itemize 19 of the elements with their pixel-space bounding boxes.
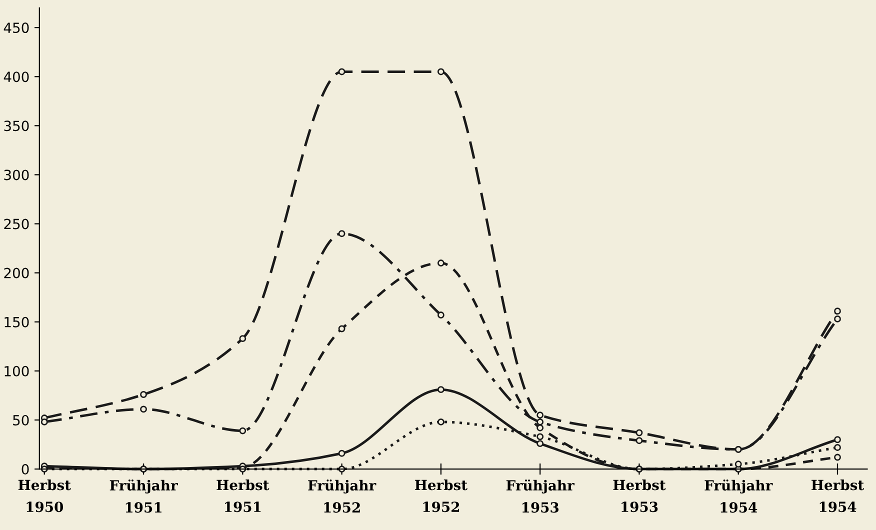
x-tick-label: Herbst 1951 [216, 479, 270, 512]
y-tick-label: 350 [4, 120, 29, 132]
y-tick-label: 450 [4, 22, 29, 34]
x-tick-label: Herbst 1950 [18, 479, 71, 512]
y-tick-label: 100 [4, 366, 29, 376]
x-tick-label: Herbst 1954 [812, 479, 864, 512]
y-tick-label: 50 [13, 414, 29, 426]
x-tick-label: Herbst 1953 [613, 479, 666, 512]
y-tick-label: 250 [4, 218, 29, 230]
y-tick-label: 0 [22, 464, 29, 475]
x-tick-label: Frühjahr 1951 [110, 479, 178, 513]
x-tick-label: Herbst 1952 [414, 479, 468, 512]
y-tick-label: 300 [4, 170, 29, 180]
x-tick-label: Frühjahr 1954 [704, 479, 773, 513]
y-tick-label: 150 [4, 316, 29, 328]
x-tick-label: Frühjahr 1952 [308, 479, 376, 513]
y-tick-label: 200 [4, 268, 29, 278]
y-tick-label: 400 [4, 72, 29, 82]
x-tick-label: Frühjahr 1953 [506, 479, 575, 513]
